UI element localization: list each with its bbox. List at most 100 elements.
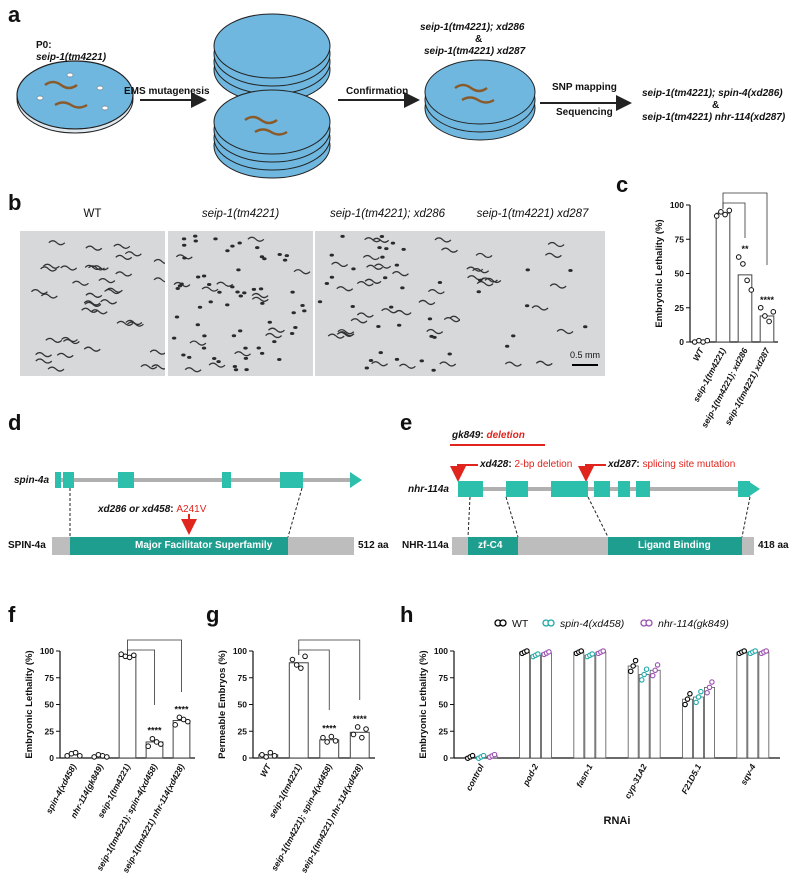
- embryo-mark: [256, 346, 261, 350]
- embryo-mark: [390, 241, 396, 245]
- nhr114-length: 418 aa: [758, 540, 789, 551]
- chart-h-data-point: [628, 668, 634, 675]
- chart-f-y-tick-label: 25: [45, 726, 55, 736]
- chart-h-y-tick-label: 50: [439, 700, 449, 710]
- mfs-domain-label: Major Facilitator Superfamily: [135, 540, 273, 551]
- chart-h-bar: [519, 651, 530, 759]
- chart-h-bar: [747, 651, 759, 759]
- chart-g-data-point: [328, 733, 335, 740]
- chart-h-data-point: [741, 648, 747, 654]
- embryo-mark: [237, 329, 243, 333]
- spin4-length: 512 aa: [358, 540, 389, 551]
- embryo-mark: [259, 255, 265, 259]
- step-snp-mapping: SNP mapping: [552, 82, 617, 93]
- chart-f-data-point: [153, 739, 160, 745]
- micrograph-seip1: [168, 231, 313, 376]
- panel-a-schematic: [16, 13, 632, 179]
- confirmed-line-1: seip-1(tm4221); xd286: [420, 22, 525, 33]
- chart-h-y-tick-label: 100: [434, 646, 448, 656]
- worm-mark: [88, 265, 105, 271]
- chart-f-bracket: [127, 639, 182, 692]
- chart-g-data-point: [324, 739, 330, 745]
- chart-c-y-tick-label: 0: [679, 337, 684, 347]
- ligand-binding-label: Ligand Binding: [638, 540, 711, 551]
- embryo-mark: [329, 275, 335, 279]
- xd428-allele: xd428: [480, 459, 509, 470]
- embryo-mark: [377, 246, 382, 250]
- embryo-mark: [255, 246, 260, 250]
- chart-h-y-tick-label: 0: [443, 753, 448, 763]
- chart-c-data-point: [713, 213, 720, 219]
- chart-g-data-point: [263, 754, 269, 760]
- chart-g-data-point: [320, 734, 326, 741]
- embryo-mark: [368, 359, 374, 363]
- chart-h-category-label: control: [464, 762, 487, 793]
- worm-mark: [504, 361, 522, 367]
- worm-mark: [392, 271, 409, 277]
- chart-g-category-label: WT: [258, 762, 273, 779]
- chart-h-data-point: [469, 752, 476, 759]
- embryo-mark: [290, 290, 295, 294]
- chart-g-data-point: [267, 749, 274, 756]
- chart-f-y-tick-label: 50: [45, 700, 55, 710]
- legend-label: spin-4(xd458): [560, 618, 624, 630]
- embryo-mark: [340, 234, 345, 238]
- chart-g-y-tick-label: 75: [238, 673, 248, 683]
- embryo-mark: [282, 258, 288, 262]
- worm-mark: [85, 245, 103, 251]
- chart-h-data-point: [630, 663, 636, 669]
- worm-mark: [265, 332, 283, 339]
- worm-mark: [60, 265, 78, 271]
- worm-mark: [449, 315, 460, 321]
- chart-g-significance: ****: [353, 714, 368, 724]
- chart-c-data-point: [722, 211, 728, 218]
- embryo-mark: [243, 356, 249, 360]
- confirmed-amp: &: [475, 34, 483, 45]
- worm-mark: [443, 317, 460, 323]
- chart-g-data-point: [298, 665, 304, 671]
- chart-g-data-point: [302, 653, 308, 660]
- chart-g-data-point: [350, 731, 357, 738]
- embryo-mark: [242, 291, 247, 295]
- chart-h-data-point: [684, 696, 691, 702]
- chart-c-y-tick-label: 100: [670, 200, 684, 210]
- embryo-mark: [476, 290, 481, 294]
- worm-mark: [40, 293, 58, 299]
- chart-c-data-point: [748, 287, 755, 293]
- worm-mark: [394, 309, 412, 316]
- chart-c-significance: ****: [760, 295, 775, 305]
- scale-bar-label: 0.5 mm: [570, 350, 601, 360]
- legend-marker: [547, 619, 555, 627]
- chart-c-y-tick-label: 75: [675, 234, 685, 244]
- result-amp: &: [712, 100, 720, 111]
- petri-dish-stack: [213, 13, 331, 179]
- embryo-mark: [238, 294, 244, 298]
- chart-g-data-point: [293, 662, 300, 668]
- embryo-mark: [225, 303, 230, 307]
- chart-h-bar: [541, 652, 552, 759]
- worm-mark: [364, 278, 382, 284]
- embryo-mark: [437, 281, 443, 285]
- embryo-mark: [217, 290, 222, 294]
- worm-mark: [374, 263, 392, 269]
- chart-h-data-point: [480, 752, 487, 759]
- chart-c-data-point: [744, 277, 750, 284]
- embryo-mark: [212, 357, 217, 361]
- chart-h-data-point: [491, 751, 498, 758]
- chart-f-bar: [118, 655, 137, 759]
- worm-mark: [547, 241, 565, 248]
- chart-c-data-point: [735, 254, 742, 260]
- worm-mark: [83, 300, 101, 306]
- result-line-1: seip-1(tm4221); spin-4(xd286): [642, 88, 783, 99]
- embryo-mark: [201, 274, 207, 278]
- panel-label-a: a: [8, 2, 21, 27]
- chart-g-data-point: [363, 726, 369, 732]
- chart-f-data-point: [145, 743, 151, 750]
- chart-h-bar: [736, 651, 748, 759]
- embryo-mark: [364, 366, 370, 370]
- worm-mark: [398, 363, 416, 369]
- chart-g-category-label: seip-1(tm4221): [267, 762, 304, 819]
- chart-h-bar: [584, 654, 596, 759]
- embryo-mark: [291, 311, 296, 315]
- worm-mark: [100, 299, 118, 305]
